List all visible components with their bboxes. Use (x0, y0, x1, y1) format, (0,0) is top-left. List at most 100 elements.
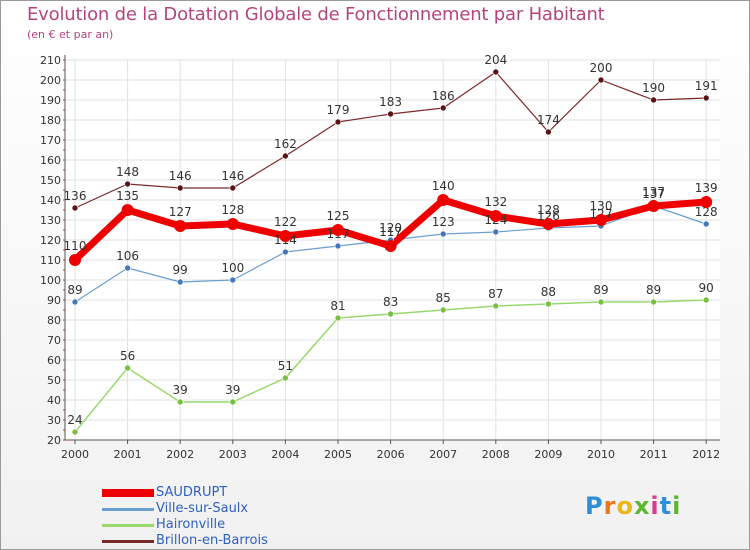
data-label-brillon-en-barrois: 174 (537, 113, 560, 127)
data-label-haironville: 81 (330, 299, 345, 313)
y-tick-label: 140 (40, 194, 61, 207)
data-point-haironville (387, 310, 394, 318)
y-tick-label: 20 (47, 434, 61, 447)
data-point-saudrupt (489, 210, 502, 222)
legend-swatch-brillon-en-barrois (102, 539, 154, 543)
logo-letter: i (672, 492, 682, 520)
data-label-haironville: 56 (120, 349, 135, 363)
data-point-ville-sur-saulx (229, 276, 237, 284)
data-label-saudrupt: 128 (221, 203, 244, 217)
logo-letter: r (603, 492, 617, 520)
data-point-ville-sur-saulx (176, 278, 184, 286)
logo-letter: P (585, 492, 604, 520)
data-point-saudrupt (279, 230, 292, 242)
data-point-haironville (439, 306, 447, 314)
legend-item-ville-sur-saulx[interactable]: Ville-sur-Saulx (102, 501, 268, 517)
y-tick-label: 60 (47, 354, 61, 367)
data-point-saudrupt (226, 218, 239, 230)
data-point-brillon-en-barrois (650, 96, 657, 104)
legend-label-brillon-en-barrois: Brillon-en-Barrois (156, 533, 268, 548)
legend-swatch-ville-sur-saulx (102, 507, 154, 511)
y-tick-label: 90 (47, 294, 61, 307)
data-label-brillon-en-barrois: 186 (432, 89, 455, 103)
data-point-haironville (282, 374, 289, 382)
x-tick-label: 2005 (324, 448, 352, 461)
y-tick-label: 150 (40, 174, 61, 187)
data-label-haironville: 83 (383, 295, 398, 309)
data-point-brillon-en-barrois (229, 184, 237, 192)
data-label-haironville: 51 (278, 359, 293, 373)
legend-swatch-haironville (102, 523, 154, 527)
y-tick-label: 180 (40, 114, 61, 127)
chart-title: Evolution de la Dotation Globale de Fonc… (27, 4, 605, 25)
data-point-brillon-en-barrois (702, 94, 710, 102)
legend-label-saudrupt: SAUDRUPT (156, 485, 228, 500)
y-tick-label: 110 (40, 254, 61, 267)
data-label-saudrupt: 137 (642, 185, 665, 199)
legend-swatch-saudrupt (102, 489, 154, 497)
data-point-brillon-en-barrois (176, 184, 184, 192)
y-tick-label: 210 (40, 54, 61, 67)
data-label-ville-sur-saulx: 100 (221, 261, 244, 275)
data-point-ville-sur-saulx (282, 248, 289, 256)
data-point-brillon-en-barrois (71, 204, 79, 212)
legend-label-haironville: Haironville (156, 517, 226, 532)
data-point-brillon-en-barrois (282, 152, 289, 160)
data-label-ville-sur-saulx: 126 (537, 209, 560, 223)
data-point-saudrupt (647, 200, 660, 212)
data-point-brillon-en-barrois (334, 118, 342, 126)
y-tick-label: 160 (40, 154, 61, 167)
x-tick-label: 2004 (271, 448, 299, 461)
data-label-ville-sur-saulx: 128 (695, 205, 718, 219)
data-label-brillon-en-barrois: 162 (274, 137, 297, 151)
data-point-brillon-en-barrois (597, 76, 605, 84)
proxiti-logo: Proxiti (585, 492, 681, 520)
data-label-haironville: 88 (541, 285, 556, 299)
data-label-saudrupt: 139 (695, 181, 718, 195)
y-tick-label: 170 (40, 134, 61, 147)
legend-label-ville-sur-saulx: Ville-sur-Saulx (156, 501, 249, 516)
data-label-haironville: 89 (593, 283, 608, 297)
data-label-saudrupt: 125 (327, 209, 350, 223)
x-tick-label: 2012 (692, 448, 720, 461)
y-tick-label: 40 (47, 394, 61, 407)
data-label-haironville: 85 (436, 291, 451, 305)
legend-item-haironville[interactable]: Haironville (102, 517, 268, 533)
data-point-haironville (650, 298, 657, 306)
data-point-saudrupt (700, 196, 713, 208)
y-tick-label: 130 (40, 214, 61, 227)
y-tick-label: 200 (40, 74, 61, 87)
y-tick-label: 80 (47, 314, 61, 327)
data-point-ville-sur-saulx (439, 230, 447, 238)
y-tick-label: 190 (40, 94, 61, 107)
y-tick-label: 100 (40, 274, 61, 287)
legend-item-brillon-en-barrois[interactable]: Brillon-en-Barrois (102, 533, 268, 549)
data-label-ville-sur-saulx: 99 (173, 263, 188, 277)
data-point-saudrupt (174, 220, 187, 232)
legend-item-saudrupt[interactable]: SAUDRUPT (102, 485, 268, 501)
data-label-haironville: 39 (225, 383, 240, 397)
data-point-brillon-en-barrois (545, 128, 552, 136)
data-label-brillon-en-barrois: 200 (590, 61, 613, 75)
x-tick-label: 2008 (482, 448, 510, 461)
data-point-brillon-en-barrois (492, 68, 500, 76)
y-tick-label: 120 (40, 234, 61, 247)
data-point-brillon-en-barrois (124, 180, 131, 188)
data-point-haironville (71, 428, 79, 436)
data-label-ville-sur-saulx: 89 (67, 283, 82, 297)
data-label-saudrupt: 127 (169, 205, 192, 219)
data-label-brillon-en-barrois: 148 (116, 165, 139, 179)
data-label-brillon-en-barrois: 191 (695, 79, 718, 93)
logo-letter: x (633, 492, 651, 520)
data-point-brillon-en-barrois (387, 110, 394, 118)
data-label-haironville: 90 (699, 281, 714, 295)
logo-letter: i (650, 492, 660, 520)
x-tick-label: 2010 (587, 448, 615, 461)
data-point-saudrupt (69, 254, 81, 266)
data-label-brillon-en-barrois: 183 (379, 95, 402, 109)
data-label-haironville: 24 (67, 413, 82, 427)
y-tick-label: 50 (47, 374, 61, 387)
x-tick-label: 2003 (219, 448, 247, 461)
data-point-ville-sur-saulx (492, 228, 500, 236)
